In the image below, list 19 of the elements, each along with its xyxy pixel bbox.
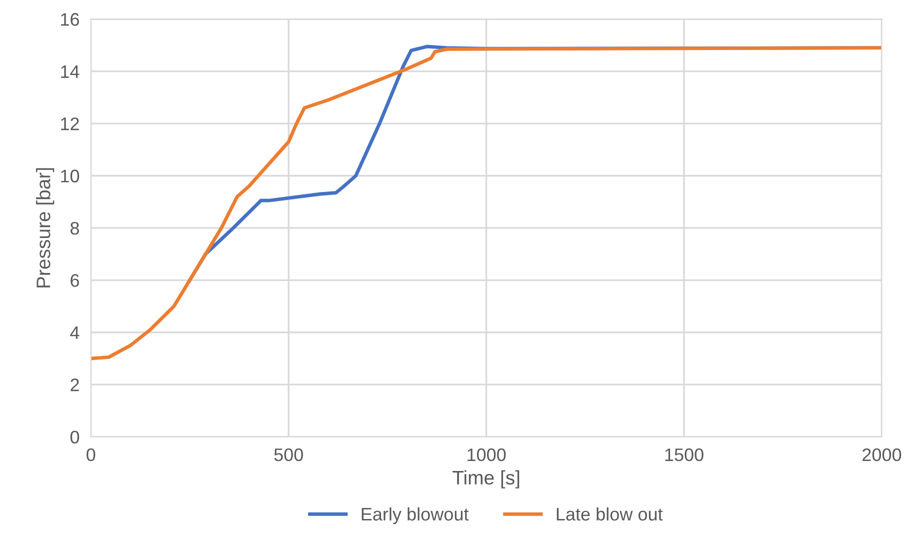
x-tick-label: 1000 bbox=[468, 448, 506, 462]
x-tick-label: 0 bbox=[86, 448, 96, 462]
y-tick-label: 6 bbox=[70, 274, 79, 287]
x-axis-title: Time [s] bbox=[452, 470, 520, 488]
legend-label: Late blow out bbox=[556, 507, 663, 521]
x-tick-label: 2000 bbox=[862, 448, 902, 462]
y-tick-label: 14 bbox=[61, 65, 80, 78]
x-tick-label: 500 bbox=[274, 448, 303, 462]
legend-label: Early blowout bbox=[362, 507, 469, 524]
y-tick-label: 10 bbox=[61, 170, 80, 182]
line-series bbox=[90, 46, 882, 360]
y-tick-label: 2 bbox=[70, 378, 79, 392]
y-tick-label: 0 bbox=[70, 430, 80, 444]
y-tick-label: 16 bbox=[61, 13, 79, 26]
y-tick-label: 12 bbox=[61, 117, 79, 130]
y-tick-label: 4 bbox=[70, 326, 80, 339]
y-tick-label: 8 bbox=[70, 222, 80, 235]
x-tick-label: 1500 bbox=[665, 448, 704, 462]
y-axis-title: Pressure [bar] bbox=[36, 168, 54, 288]
